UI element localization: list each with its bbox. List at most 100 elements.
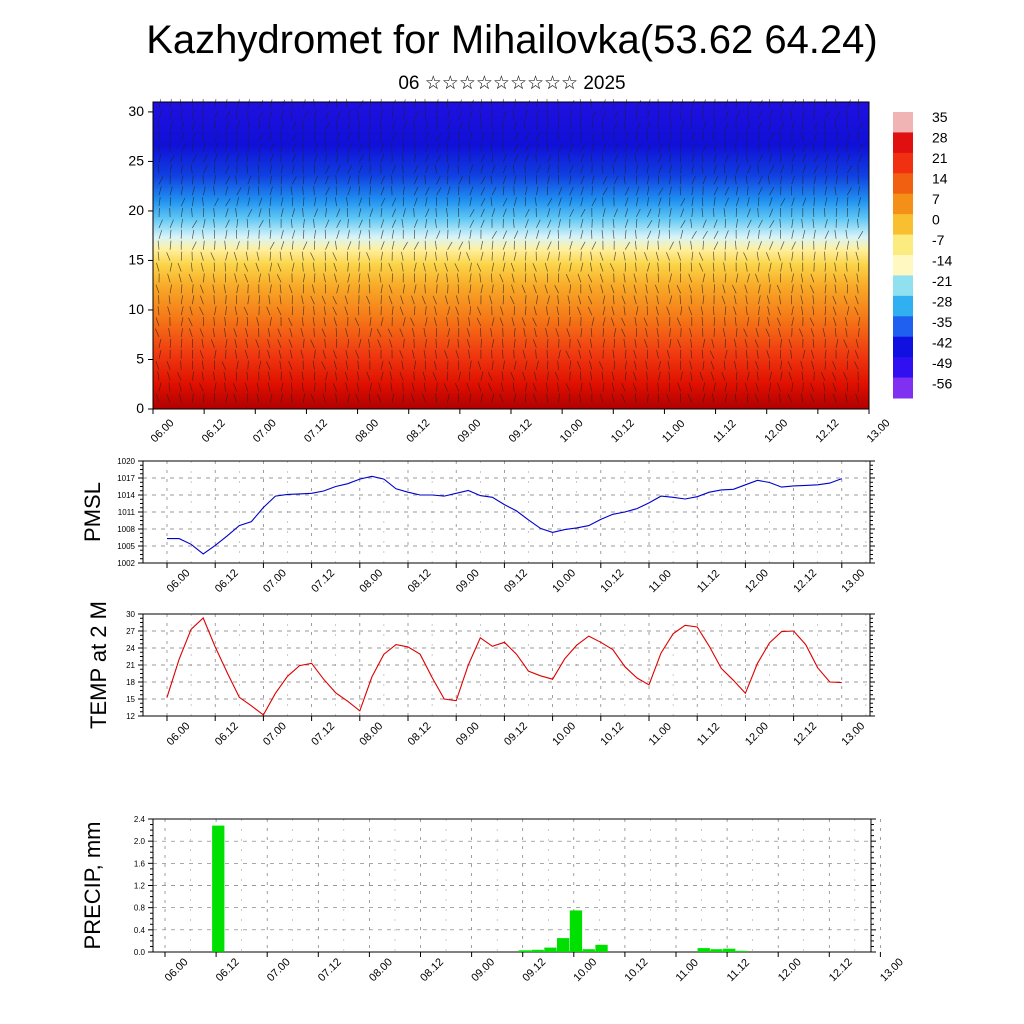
- x-tick-label: 10.12: [598, 567, 626, 595]
- x-tick-label: 07.12: [309, 567, 337, 595]
- y-tick-label: 27: [126, 627, 135, 636]
- colorbar-segment: [893, 112, 913, 133]
- x-tick-label: 09.12: [502, 720, 530, 748]
- x-tick-label: 07.12: [316, 956, 344, 984]
- colorbar-segment: [893, 377, 913, 399]
- x-tick-label: 12.00: [743, 567, 771, 595]
- x-tick-label: 13.00: [878, 956, 906, 984]
- y-tick-label: 1.2: [134, 882, 146, 891]
- x-tick-label: 08.12: [406, 720, 434, 748]
- chart-subtitle: 06 ☆☆☆☆☆☆☆☆☆ 2025: [398, 73, 626, 94]
- y-tick-label: 1014: [117, 491, 135, 500]
- x-tick-label: 08.00: [357, 720, 385, 748]
- x-tick-label: 08.00: [357, 567, 385, 595]
- x-tick-label: 12.12: [827, 956, 855, 984]
- x-tick-label: 12.00: [776, 956, 804, 984]
- colorbar-label: 28: [932, 130, 948, 146]
- colorbar-label: -28: [932, 294, 952, 310]
- x-tick-label: 08.00: [353, 417, 381, 445]
- colorbar-label: 0: [932, 212, 940, 228]
- y-tick-label: 1005: [117, 542, 135, 551]
- x-tick-label: 13.00: [865, 417, 893, 445]
- y-tick-label: 15: [128, 251, 144, 267]
- x-tick-label: 06.12: [200, 417, 228, 445]
- y-axis-label: TEMP at 2 M: [86, 601, 111, 729]
- x-tick-label: 07.12: [302, 417, 330, 445]
- x-tick-label: 11.00: [674, 957, 701, 984]
- y-tick-label: 25: [128, 152, 144, 168]
- x-tick-label: 12.12: [791, 567, 819, 595]
- panel-frame: [152, 818, 872, 953]
- x-tick-label: 07.12: [309, 720, 337, 748]
- x-tick-label: 09.12: [520, 956, 548, 984]
- colorbar-segment: [893, 193, 913, 215]
- pmsl-series-line: [167, 475, 842, 555]
- colorbar-segment: [893, 132, 913, 154]
- y-tick-label: 24: [126, 644, 135, 653]
- precip-bar: [557, 938, 570, 952]
- y-tick-label: 5: [136, 350, 144, 366]
- y-tick-label: 12: [126, 712, 135, 721]
- y-tick-label: 1002: [117, 559, 135, 568]
- x-tick-label: 11.12: [725, 957, 752, 984]
- precip-panel: 06.00 06.12 07.00 07.12 08.00 08.12 09.00 09.12…: [80, 815, 906, 984]
- y-tick-label: 1011: [118, 508, 136, 517]
- x-tick-label: 10.00: [550, 720, 578, 748]
- x-tick-label: 08.00: [367, 956, 395, 984]
- pmsl-panel: 06.00 06.12 07.00 07.12 08.00 08.12 09.00 09.12…: [80, 457, 875, 595]
- y-tick-label: 21: [126, 661, 135, 670]
- precip-bar: [595, 944, 608, 952]
- colorbar-segment: [893, 316, 913, 338]
- x-tick-label: 09.00: [455, 417, 483, 445]
- x-tick-label: 10.00: [550, 567, 578, 595]
- chart-title: Kazhydromet for Mihailovka(53.62 64.24): [146, 18, 878, 62]
- x-tick-label: 10.12: [609, 417, 637, 445]
- x-tick-label: 12.00: [743, 720, 771, 748]
- colorbar-label: -21: [932, 273, 952, 289]
- y-tick-label: 2.0: [134, 837, 146, 846]
- precip-bar: [723, 948, 736, 952]
- colorbar: 35 28 21 14 7 0 -7 -14 -21 -28 -35 -42 -49 -56: [893, 109, 952, 399]
- y-tick-label: 0.8: [134, 904, 146, 913]
- x-tick-label: 08.12: [406, 567, 434, 595]
- x-tick-label: 09.00: [454, 720, 482, 748]
- x-tick-label: 09.00: [469, 956, 497, 984]
- x-tick-label: 10.00: [571, 956, 599, 984]
- precip-bar: [582, 949, 595, 952]
- precip-bar: [518, 950, 531, 952]
- colorbar-segment: [893, 214, 913, 236]
- x-tick-label: 09.00: [454, 567, 482, 595]
- x-tick-label: 12.12: [791, 720, 819, 748]
- x-tick-label: 09.12: [502, 567, 530, 595]
- x-tick-label: 06.00: [165, 720, 193, 748]
- y-tick-label: 15: [126, 695, 135, 704]
- y-tick-label: 1.6: [134, 859, 146, 868]
- y-tick-label: 0.4: [134, 926, 146, 935]
- colorbar-label: -49: [932, 355, 952, 371]
- x-tick-label: 12.00: [762, 417, 790, 445]
- colorbar-segment: [893, 234, 913, 256]
- wind-barbs: [155, 98, 864, 403]
- x-tick-label: 06.12: [214, 956, 242, 984]
- colorbar-label: 14: [932, 171, 948, 187]
- y-tick-label: 10: [128, 301, 144, 317]
- colorbar-label: -56: [932, 376, 952, 392]
- x-tick-label: 06.00: [163, 956, 191, 984]
- colorbar-label: 7: [932, 191, 940, 207]
- x-tick-label: 07.00: [261, 720, 289, 748]
- x-tick-label: 11.12: [711, 418, 738, 445]
- colorbar-segment: [893, 295, 913, 317]
- colorbar-segment: [893, 357, 913, 379]
- x-tick-label: 11.00: [660, 418, 687, 445]
- colorbar-label: 35: [932, 109, 948, 125]
- y-tick-label: 0: [136, 400, 144, 416]
- precip-bar: [531, 949, 544, 952]
- x-tick-label: 11.12: [695, 721, 722, 748]
- x-tick-label: 09.12: [507, 417, 535, 445]
- y-tick-label: 1017: [117, 474, 135, 483]
- colorbar-label: -14: [932, 253, 952, 269]
- colorbar-segment: [893, 275, 913, 297]
- precip-bar: [710, 949, 723, 952]
